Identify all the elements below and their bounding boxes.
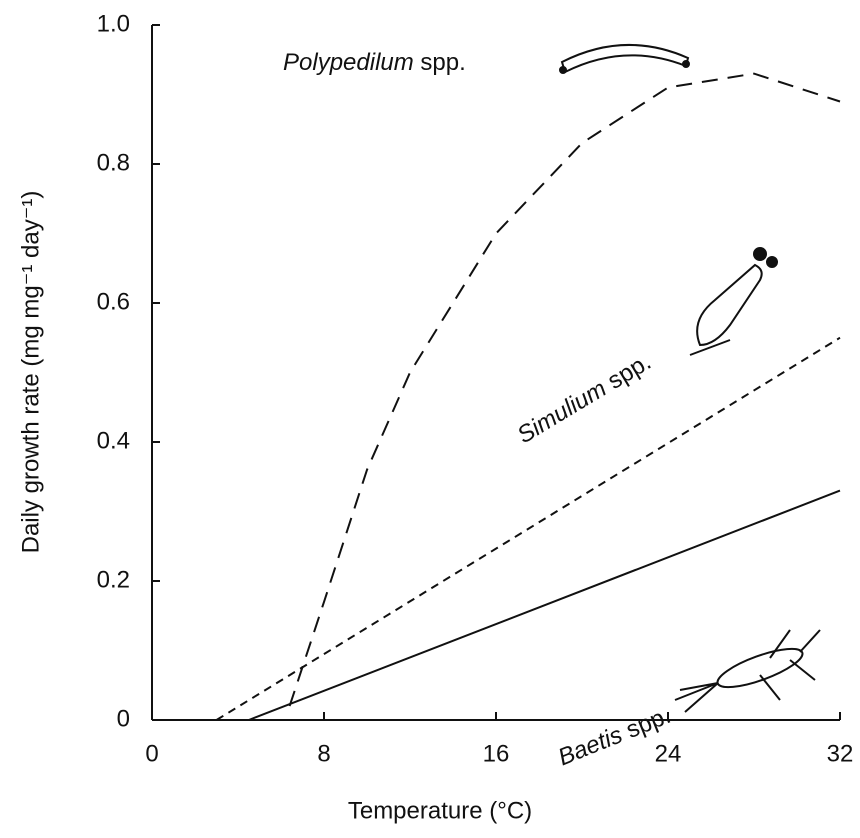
series-label: Simulium spp.	[513, 349, 656, 450]
x-tick-label: 0	[145, 740, 158, 767]
x-tick-label: 8	[317, 740, 330, 767]
baetis-icon	[674, 629, 821, 713]
x-tick-label: 32	[827, 740, 854, 767]
series-label: Polypedilum spp.	[283, 49, 466, 76]
x-tick-label: 24	[655, 740, 682, 767]
y-tick-label: 0.2	[97, 566, 130, 593]
larva-icon	[559, 44, 690, 74]
series-line	[288, 72, 841, 707]
series-line	[215, 336, 841, 721]
simulium-icon	[689, 247, 778, 356]
y-tick-label: 0	[117, 705, 130, 732]
x-tick-label: 16	[483, 740, 510, 767]
y-tick-label: 0.4	[97, 427, 130, 454]
series-line	[248, 489, 841, 721]
x-axis-title: Temperature (°C)	[348, 797, 532, 824]
y-tick-label: 0.6	[97, 288, 130, 315]
y-tick-label: 0.8	[97, 149, 130, 176]
y-tick-label: 1.0	[97, 10, 130, 37]
y-axis-title: Daily growth rate (mg mg⁻¹ day⁻¹)	[17, 191, 44, 554]
